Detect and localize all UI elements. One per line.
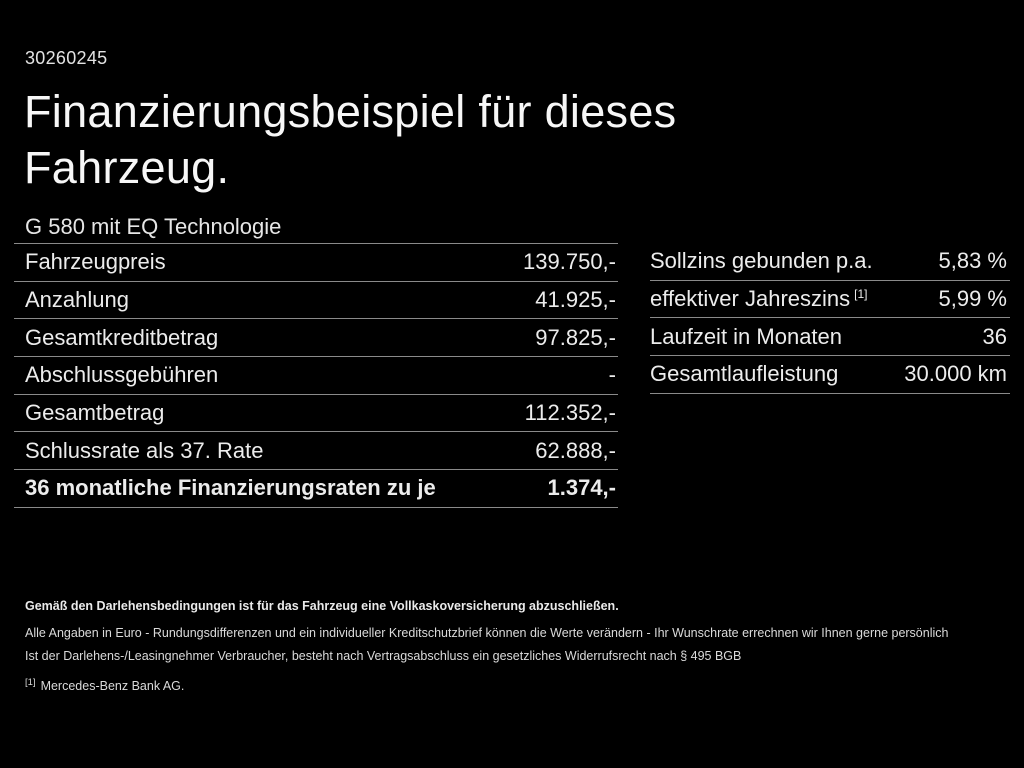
footnote-text: Mercedes-Benz Bank AG. [40,679,185,694]
row-label: 36 monatliche Finanzierungsraten zu je [25,475,436,501]
finance-table: Fahrzeugpreis 139.750,- Anzahlung 41.925… [14,243,618,508]
row-label: Sollzins gebunden p.a. [650,248,873,274]
document-number: 30260245 [25,48,108,68]
row-value: 30.000 km [904,361,1007,387]
footnote-marker: [1] [25,677,36,688]
row-label: Gesamtbetrag [25,400,165,426]
table-row: Sollzins gebunden p.a. 5,83 % [650,243,1010,281]
row-label: Gesamtlaufleistung [650,361,839,387]
row-label: Fahrzeugpreis [25,249,166,275]
row-value: 5,99 % [938,286,1008,312]
row-value: - [608,362,616,388]
row-value: 1.374,- [547,475,617,501]
row-value: 112.352,- [524,400,616,426]
table-row-monthly-rate: 36 monatliche Finanzierungsraten zu je 1… [14,470,618,508]
row-label: Laufzeit in Monaten [650,323,843,349]
disclaimer-note: Alle Angaben in Euro - Rundungsdifferenz… [25,626,949,640]
table-row: Gesamtlaufleistung 30.000 km [650,356,1010,394]
footnote-bank: [1] Mercedes-Benz Bank AG. [25,675,184,694]
vehicle-model: G 580 mit EQ Technologie [25,214,282,239]
table-row: Anzahlung 41.925,- [14,282,618,320]
page-title-line-1: Finanzierungsbeispiel für dieses [24,86,677,137]
row-label: Schlussrate als 37. Rate [25,437,264,463]
table-row: Gesamtbetrag 112.352,- [14,395,618,433]
row-label: effektiver Jahreszins [1] [650,286,868,312]
page-title: Finanzierungsbeispiel für dieses Fahrzeu… [24,84,676,196]
row-label: Gesamtkreditbetrag [25,324,219,350]
table-row: Abschlussgebühren - [14,357,618,395]
table-row: Gesamtkreditbetrag 97.825,- [14,319,618,358]
footnote-reference: [1] [854,286,868,301]
row-label: Anzahlung [25,287,129,313]
table-row: Schlussrate als 37. Rate 62.888,- [14,432,618,471]
row-value: 36 [982,323,1007,349]
table-row: Laufzeit in Monaten 36 [650,318,1010,357]
withdrawal-right-note: Ist der Darlehens-/Leasingnehmer Verbrau… [25,649,742,663]
row-value: 139.750,- [523,249,616,275]
row-label: Abschlussgebühren [25,362,219,388]
table-row: effektiver Jahreszins [1] 5,99 % [650,281,1010,319]
row-value: 97.825,- [535,324,616,350]
insurance-requirement-note: Gemäß den Darlehensbedingungen ist für d… [25,599,619,613]
row-value: 41.925,- [535,287,616,313]
page-title-line-2: Fahrzeug. [24,142,230,193]
row-value: 62.888,- [535,437,616,463]
conditions-table: Sollzins gebunden p.a. 5,83 % effektiver… [650,243,1010,394]
table-row: Fahrzeugpreis 139.750,- [14,244,618,282]
row-value: 5,83 % [938,248,1008,274]
